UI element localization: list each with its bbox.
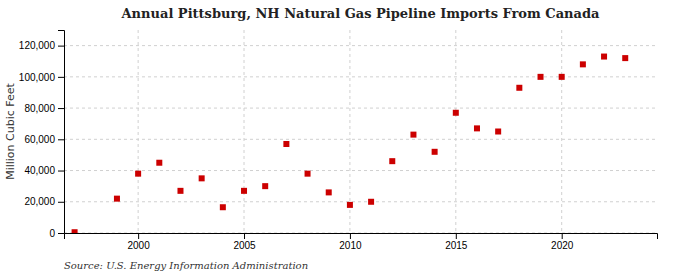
point [410, 132, 416, 138]
y-tick: 60,000 [24, 134, 64, 145]
y-tick-label: 100,000 [19, 72, 56, 83]
point [580, 61, 586, 67]
point [622, 55, 628, 61]
point [114, 196, 120, 202]
point [326, 189, 332, 195]
y-tick-mark [58, 139, 64, 140]
grid-line [64, 201, 657, 202]
y-tick: 80,000 [24, 103, 64, 114]
x-tick-mark [244, 233, 245, 239]
x-tick-label: 2020 [551, 240, 574, 251]
chart: 2000 2005 2010 2015 2020 0 20,000 40,000 60,000 8… [0, 0, 675, 275]
point [241, 188, 247, 194]
grid-line [455, 30, 456, 233]
point [601, 54, 607, 60]
plot-area: 2000 2005 2010 2015 2020 0 20,000 40,000 60,000 8… [19, 30, 658, 251]
y-axis-line [58, 31, 65, 234]
point [389, 158, 395, 164]
point [177, 188, 183, 194]
source-note: Source: U.S. Energy Information Administ… [64, 260, 308, 271]
y-tick-label: 40,000 [24, 165, 55, 176]
point [347, 202, 353, 208]
x-tick: 2015 [445, 233, 468, 251]
x-tick-label: 2000 [128, 240, 151, 251]
x-axis-line [65, 234, 658, 240]
y-axis-label: Million Cubic Feet [4, 82, 17, 179]
x-tick-label: 2005 [233, 240, 256, 251]
x-tick: 2005 [233, 233, 256, 251]
point [220, 204, 226, 210]
point [516, 85, 522, 91]
point [432, 149, 438, 155]
y-tick-mark [58, 77, 64, 78]
grid-line [64, 108, 657, 109]
y-tick-mark [58, 233, 64, 234]
y-tick-label: 20,000 [24, 196, 55, 207]
point [199, 175, 205, 181]
grid-line [64, 139, 657, 140]
x-tick-mark [350, 233, 351, 239]
point [495, 129, 501, 135]
point [453, 110, 459, 116]
y-tick-mark [58, 46, 64, 47]
grid-line [138, 30, 139, 233]
x-tick: 2020 [551, 233, 574, 251]
x-axis: 2000 2005 2010 2015 2020 [65, 233, 658, 251]
x-tick-label: 2010 [339, 240, 362, 251]
point [72, 229, 78, 233]
y-tick-label: 80,000 [24, 103, 55, 114]
x-tick: 2010 [339, 233, 362, 251]
grid-line [64, 45, 657, 46]
point [368, 199, 374, 205]
y-tick: 120,000 [19, 40, 64, 51]
grid-line [561, 30, 562, 233]
x-tick-label: 2015 [445, 240, 468, 251]
y-tick: 40,000 [24, 165, 64, 176]
y-tick-mark [58, 202, 64, 203]
y-tick-label: 60,000 [24, 134, 55, 145]
y-tick-mark [58, 108, 64, 109]
point [262, 183, 268, 189]
points [72, 54, 629, 233]
x-tick: 2000 [128, 233, 151, 251]
y-axis: 0 20,000 40,000 60,000 80,000 100,000 120,000 [19, 31, 65, 239]
point [559, 74, 565, 80]
grid-line [244, 30, 245, 233]
y-tick-label: 0 [49, 228, 55, 239]
y-tick: 0 [49, 228, 64, 239]
point [538, 74, 544, 80]
y-tick: 20,000 [24, 196, 64, 207]
point [156, 160, 162, 166]
point [305, 171, 311, 177]
y-tick: 100,000 [19, 72, 64, 83]
point [474, 125, 480, 131]
y-tick-label: 120,000 [19, 40, 56, 51]
grid-line [64, 76, 657, 77]
title: Annual Pittsburg, NH Natural Gas Pipelin… [121, 6, 600, 21]
grid-line [64, 170, 657, 171]
y-tick-mark [58, 171, 64, 172]
x-tick-mark [456, 233, 457, 239]
grid [64, 30, 657, 233]
point [135, 171, 141, 177]
point [283, 141, 289, 147]
x-tick-mark [562, 233, 563, 239]
x-tick-mark [138, 233, 139, 239]
